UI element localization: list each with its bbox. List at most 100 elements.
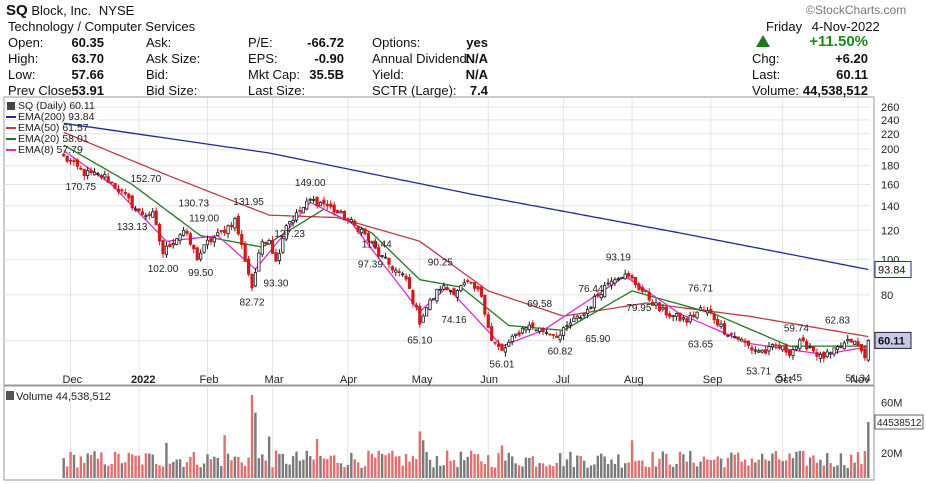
x-tick-label: Mar	[265, 374, 284, 386]
candle-body	[767, 346, 771, 352]
volume-bar	[647, 467, 651, 478]
candle-body	[277, 253, 282, 261]
volume-bar	[781, 461, 784, 478]
volume-bar	[778, 459, 781, 478]
price-annotation: 97.39	[358, 260, 383, 271]
field-value: 60.11	[836, 67, 868, 82]
volume-bar	[507, 452, 510, 478]
candle-body	[572, 317, 576, 323]
volume-bar	[172, 461, 175, 478]
candle-body	[431, 298, 436, 301]
candle-body	[219, 230, 223, 232]
candle-body	[603, 285, 607, 298]
field-value: N/A	[465, 51, 488, 66]
candle-body	[144, 215, 148, 218]
field-label: Volume:	[752, 83, 799, 98]
candle-body	[500, 344, 504, 351]
volume-bar	[206, 454, 209, 478]
stockcharts-logo: ©StockCharts.com	[806, 3, 907, 17]
volume-bar	[103, 464, 106, 478]
ema20-line	[63, 144, 869, 347]
candle-body	[246, 258, 251, 275]
candle-body	[380, 255, 384, 257]
candle-body	[640, 287, 644, 292]
candle-body	[140, 211, 145, 215]
volume-bar	[151, 454, 154, 478]
volume-bar	[627, 462, 630, 478]
volume-bar	[298, 460, 302, 478]
volume-bar	[230, 460, 233, 478]
legend-entry: SQ (Daily) 60.11	[18, 100, 95, 112]
candle-body	[620, 276, 624, 279]
volume-bar	[220, 465, 223, 478]
candle-body	[188, 233, 192, 245]
legend-entry: EMA(20) 58.01	[18, 133, 89, 145]
ema50-line	[63, 131, 869, 338]
volume-bar	[127, 452, 130, 478]
volume-bar	[370, 453, 374, 478]
candle-body	[68, 159, 73, 162]
candle-body	[472, 282, 477, 289]
price-annotations: 170.75 152.70 133.13 130.73 119.00 131.95 102.…	[66, 174, 871, 385]
volume-bar	[846, 467, 849, 478]
volume-bar	[747, 465, 750, 478]
candle-body	[743, 340, 747, 343]
candle-body	[668, 313, 672, 317]
volume-bar	[555, 462, 558, 478]
volume-bar	[309, 456, 312, 478]
volume-bar	[743, 459, 747, 478]
candle-body	[777, 344, 781, 349]
candle-body	[120, 189, 124, 192]
candle-body	[171, 243, 175, 246]
candle-body	[774, 344, 778, 347]
volume-legend-icon	[6, 391, 14, 400]
candle-body	[110, 181, 114, 184]
candle-body	[123, 192, 127, 195]
x-tick-label: Feb	[200, 374, 219, 386]
volume-bar	[202, 463, 206, 478]
candle-body	[808, 346, 812, 349]
candle-body	[137, 208, 141, 212]
volume-bar	[788, 453, 791, 478]
volume-bar	[521, 466, 524, 478]
candle-body	[103, 174, 107, 178]
volume-bar	[285, 463, 288, 478]
volume-bar	[209, 459, 213, 478]
candle-body	[168, 244, 172, 248]
candle-body	[517, 332, 521, 336]
volume-bar	[394, 456, 398, 478]
candle-body	[65, 155, 69, 162]
price-annotation: 65.10	[407, 336, 432, 347]
candle-body	[671, 315, 675, 318]
price-annotation: 76.71	[688, 284, 713, 295]
volume-bar	[100, 452, 103, 478]
volume-bar	[428, 459, 432, 478]
x-tick-label: Nov	[850, 374, 870, 386]
volume-bar	[250, 395, 254, 478]
field-label: Bid Size:	[146, 83, 198, 98]
volume-bar	[514, 463, 517, 478]
volume-bar	[264, 460, 267, 478]
candle-body	[695, 311, 699, 319]
volume-bar	[154, 463, 158, 478]
candle-body	[493, 341, 497, 344]
volume-bar	[572, 466, 576, 478]
candle-body	[199, 252, 203, 260]
candle-body	[599, 294, 603, 299]
volume-bar	[620, 467, 623, 478]
candle-body	[712, 313, 716, 321]
candle-body	[852, 340, 857, 345]
candle-body	[425, 307, 429, 317]
candle-body	[722, 323, 727, 335]
field-label: Last Size:	[248, 83, 306, 98]
field-label: High:	[8, 51, 39, 66]
candle-body	[650, 301, 655, 306]
volume-bar	[469, 450, 473, 478]
field-label: Options:	[372, 35, 421, 50]
candle-body	[250, 273, 254, 289]
field-label: EPS:	[248, 51, 278, 66]
volume-bar	[815, 462, 819, 478]
candle-body	[288, 221, 292, 225]
volume-bar	[552, 466, 555, 478]
